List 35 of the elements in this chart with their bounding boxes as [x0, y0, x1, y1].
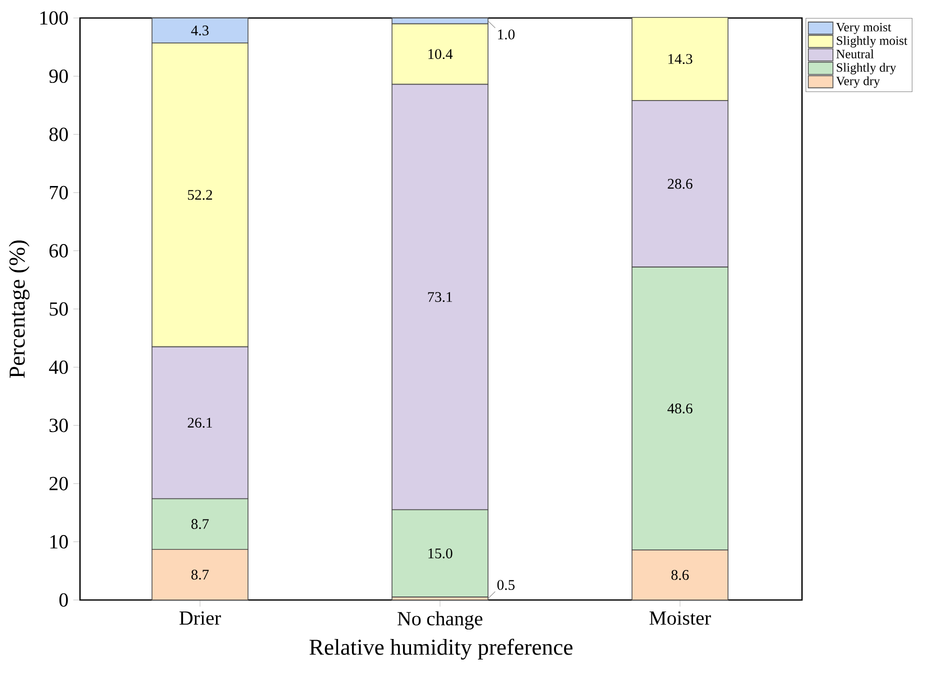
x-axis-title: Relative humidity preference	[309, 638, 572, 660]
y-tick-label: 30	[50, 418, 68, 432]
data-label: 14.3	[668, 54, 692, 64]
y-tick-label: 20	[50, 476, 68, 490]
y-tick-label: 0	[59, 593, 68, 607]
legend-label: Slightly dry	[836, 62, 896, 74]
legend-label: Very dry	[836, 76, 880, 88]
y-tick-label: 10	[50, 535, 68, 549]
data-label: 15.0	[428, 548, 452, 558]
data-label: 73.1	[428, 292, 452, 302]
data-label: 8.7	[191, 519, 209, 530]
data-label: 8.6	[671, 570, 689, 580]
data-label: 4.3	[191, 26, 209, 36]
data-label: 10.4	[428, 49, 453, 60]
data-label: 1.0	[498, 29, 515, 40]
y-tick-label: 40	[49, 360, 68, 374]
data-label: 8.7	[191, 570, 209, 580]
legend-label: Very moist	[836, 22, 892, 34]
y-tick-label: 80	[49, 128, 68, 142]
data-label: 28.6	[668, 178, 692, 189]
data-label: 48.6	[667, 404, 692, 414]
data-label: 0.5	[497, 580, 515, 590]
data-label: 26.1	[188, 418, 212, 428]
legend-label: Slightly moist	[836, 36, 908, 48]
y-tick-label: 70	[50, 186, 68, 200]
y-tick-label: 60	[49, 244, 68, 258]
y-tick-label: 100	[40, 11, 68, 25]
x-tick-label: Drier	[179, 611, 221, 625]
y-axis-title: Percentage (%)	[8, 240, 30, 378]
x-tick-label: No change	[398, 611, 482, 630]
x-tick-label: Moister	[649, 611, 711, 625]
y-tick-label: 90	[49, 69, 68, 83]
y-tick-label: 50	[50, 302, 68, 316]
legend-label: Neutral	[836, 49, 874, 58]
data-label: 52.2	[188, 190, 212, 200]
